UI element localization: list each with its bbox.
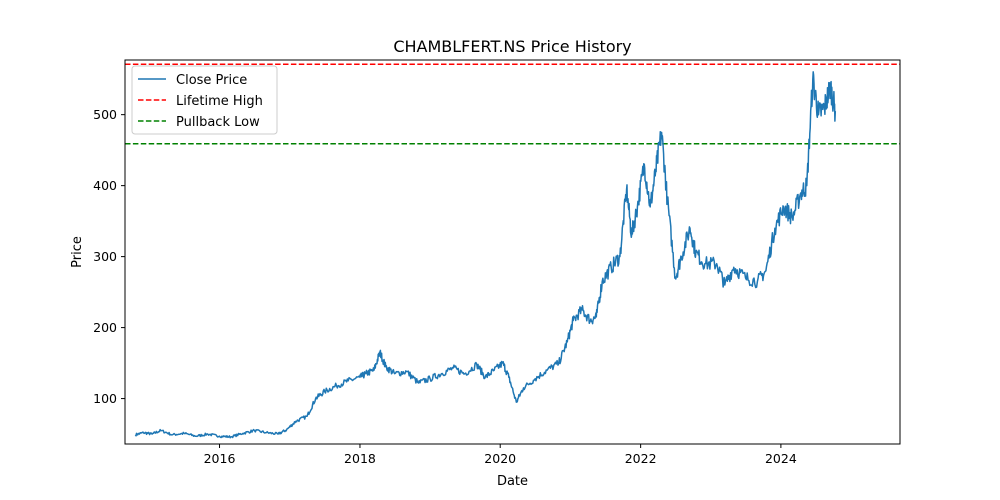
legend-label-close-price: Close Price [176,73,247,88]
legend-label-pullback-low: Pullback Low [176,115,260,130]
x-tick-label: 2018 [344,451,376,466]
y-tick-label: 200 [93,320,117,335]
y-axis-label: Price [70,236,85,268]
y-axis: 100 200 300 400 500 [93,107,125,406]
y-tick-label: 100 [93,391,117,406]
plot-area [125,63,900,439]
y-tick-label: 400 [93,178,117,193]
y-tick-label: 300 [93,249,117,264]
legend-label-lifetime-high: Lifetime High [176,94,263,109]
x-axis-label: Date [497,474,528,489]
x-tick-label: 2022 [625,451,657,466]
chart-title: CHAMBLFERT.NS Price History [393,37,631,56]
x-axis: 2016 2018 2020 2022 2024 [204,444,797,466]
x-tick-label: 2024 [765,451,797,466]
legend: Close Price Lifetime High Pullback Low [131,65,278,135]
close-price-line [134,71,837,439]
x-tick-label: 2016 [204,451,236,466]
plot-frame [124,59,901,445]
legend-frame [131,65,278,135]
y-tick-label: 500 [93,107,117,122]
x-tick-label: 2020 [484,451,516,466]
